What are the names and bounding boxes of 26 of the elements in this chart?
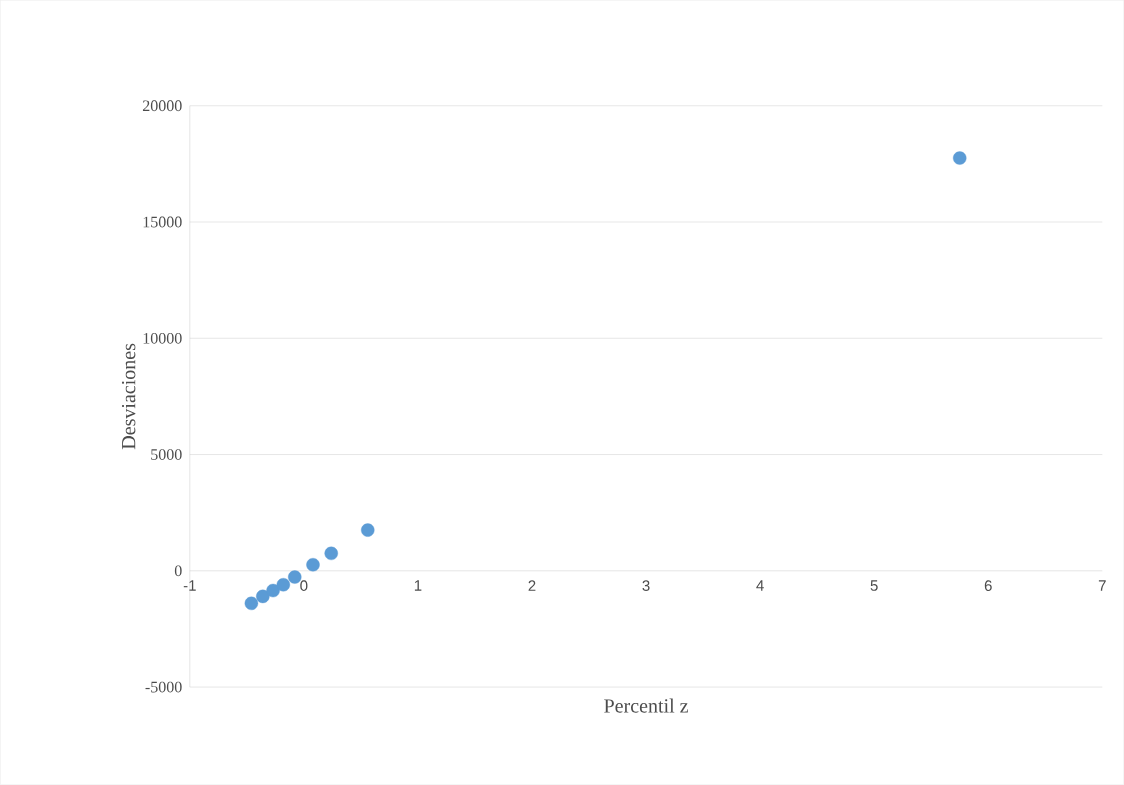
point (266, 583, 280, 598)
point (244, 596, 259, 611)
point (288, 570, 302, 584)
y-tick-label: 10000 (143, 332, 182, 344)
y-tick-label: -5000 (145, 681, 182, 693)
y-tick-label: 15000 (143, 216, 182, 228)
point (306, 558, 320, 572)
x-tick-label: 0 (300, 580, 308, 592)
y-tick-label: 0 (174, 565, 182, 577)
x-tick-label: 3 (642, 580, 650, 592)
x-tick-label: 6 (984, 580, 992, 592)
y-axis-title: Desviaciones (121, 343, 136, 450)
y-tick-label: 20000 (142, 100, 182, 112)
point (276, 578, 291, 592)
point (953, 151, 967, 165)
point (361, 523, 375, 537)
y-tick-label: 5000 (151, 449, 182, 461)
point (324, 546, 338, 561)
x-axis-title: Percentil z (604, 698, 688, 713)
x-tick-label: -1 (183, 580, 196, 591)
x-tick-label: 1 (414, 580, 422, 591)
x-tick-label: 2 (528, 580, 536, 591)
x-tick-label: 5 (870, 580, 878, 591)
x-tick-label: 4 (756, 580, 764, 591)
point (256, 589, 270, 604)
x-tick-label: 7 (1098, 580, 1106, 591)
